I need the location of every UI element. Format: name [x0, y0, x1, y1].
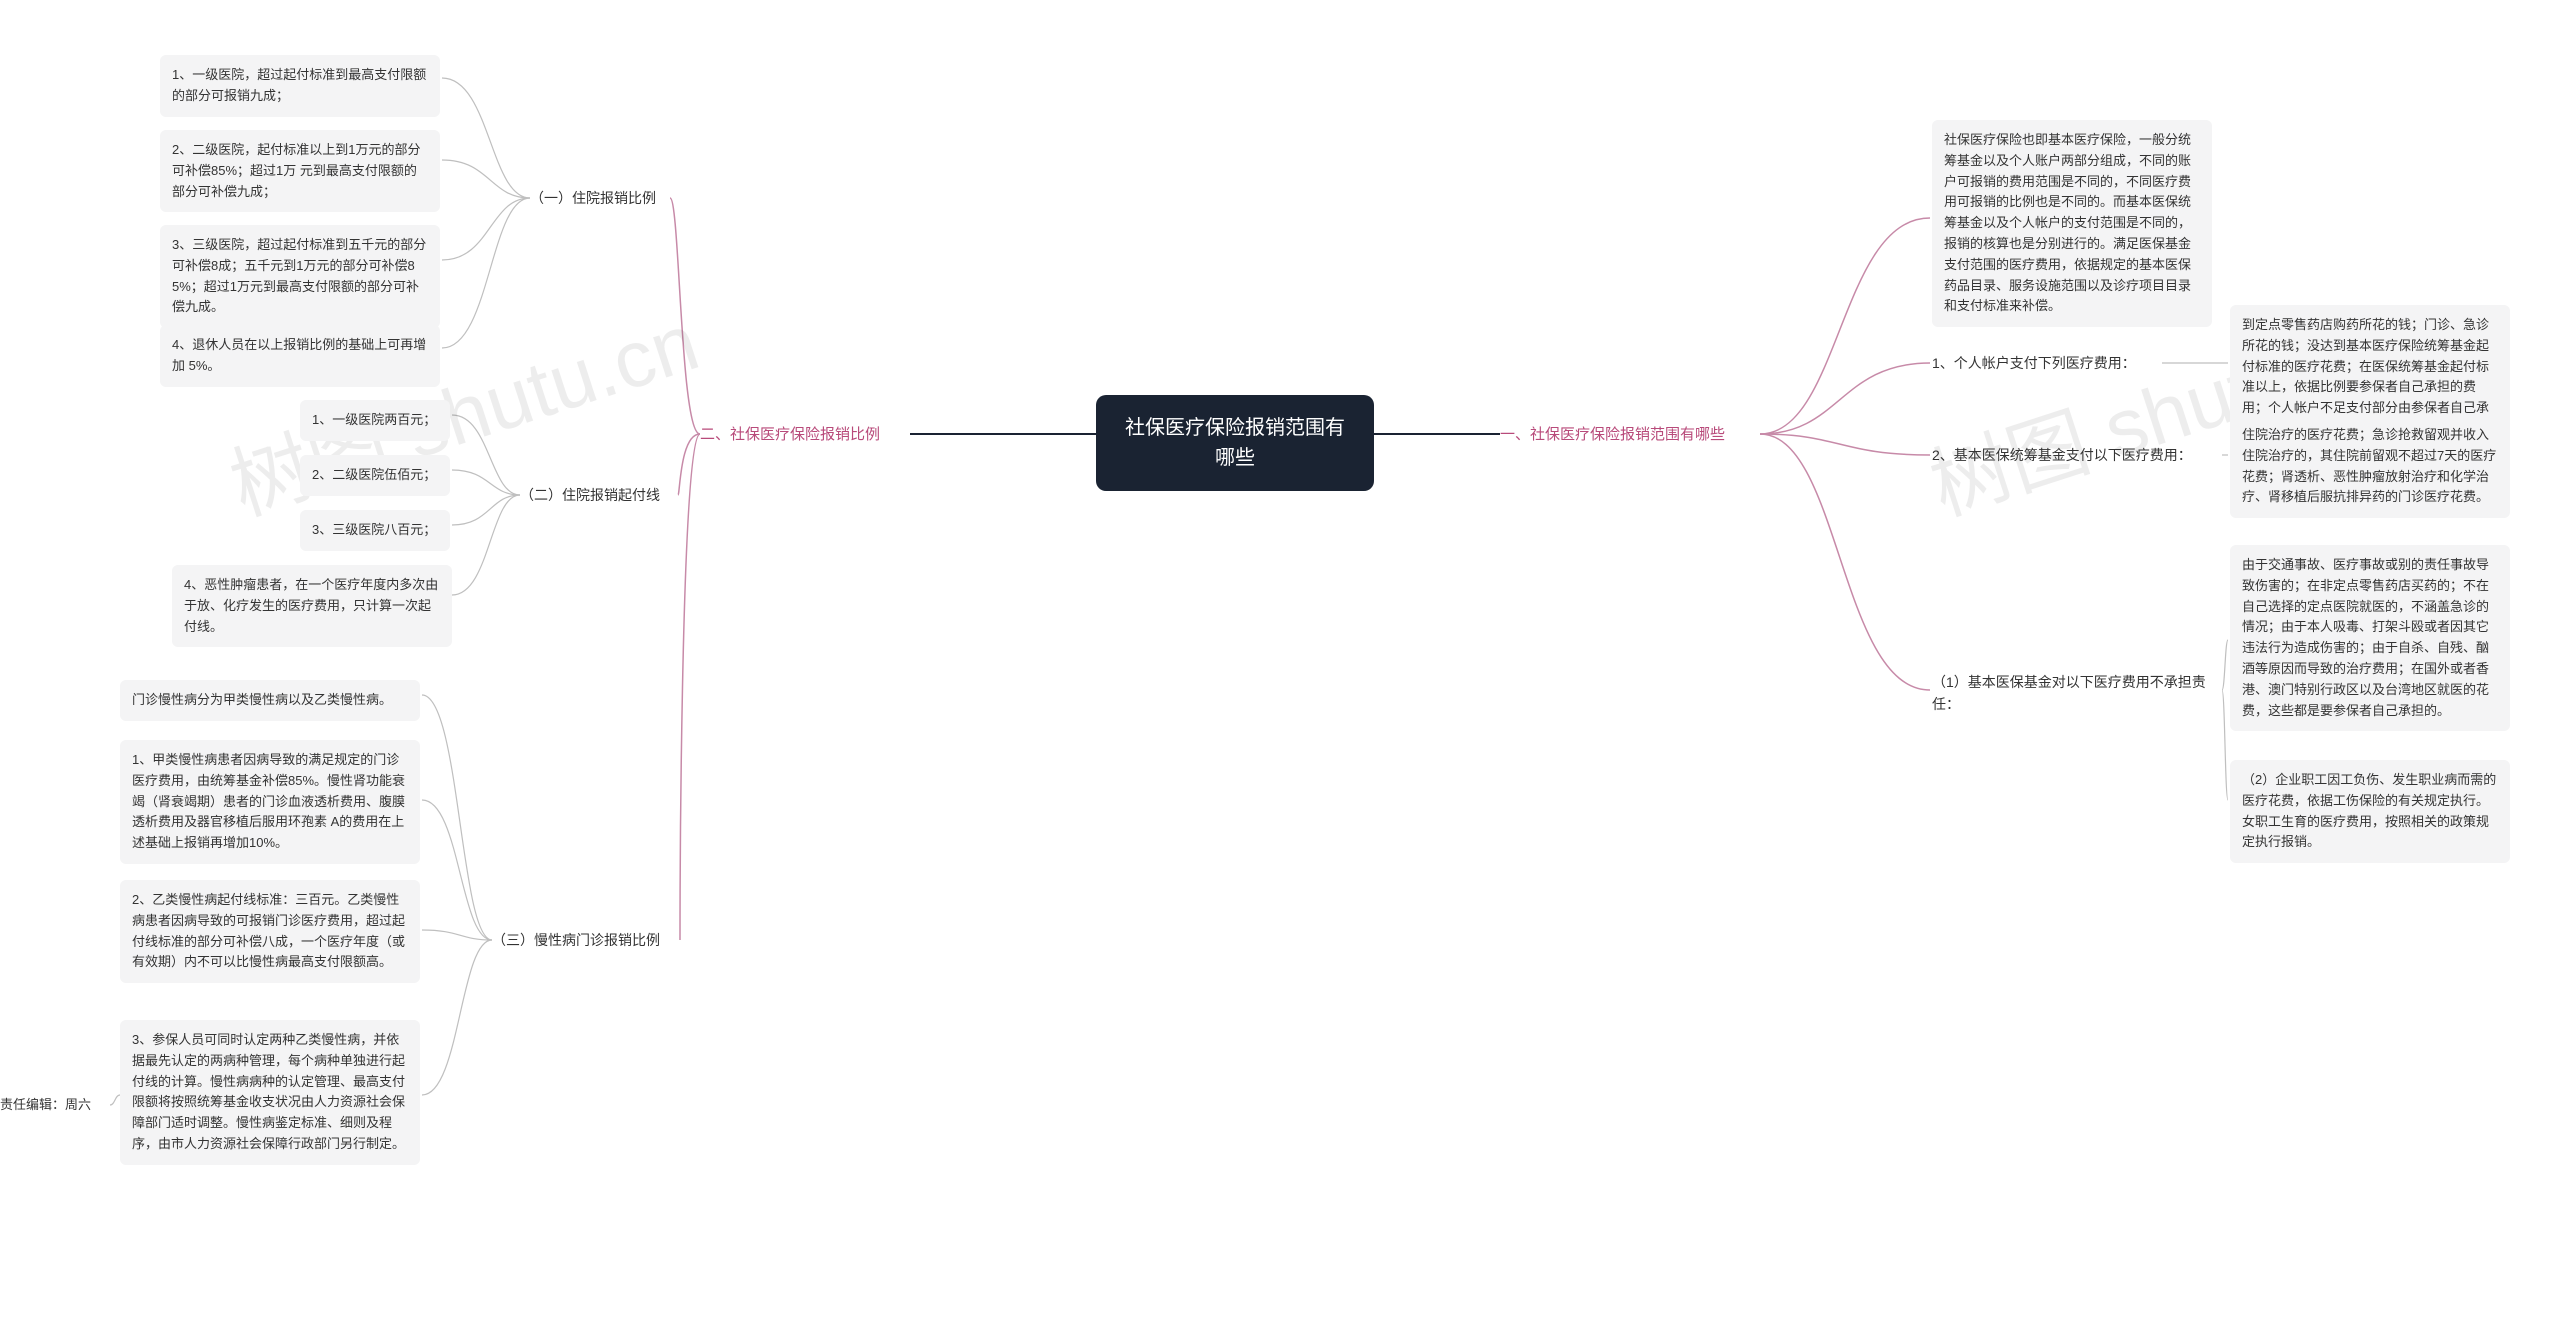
right-sub-0[interactable]: 1、个人帐户支付下列医疗费用： — [1932, 353, 2162, 375]
branch-right[interactable]: 一、社保医疗保险报销范围有哪些 — [1500, 423, 1760, 446]
left-sub-1-leaf-2[interactable]: 3、三级医院八百元； — [300, 510, 450, 551]
center-line1: 社保医疗保险报销范围有 — [1125, 417, 1345, 439]
left-sub-2-leaf-1[interactable]: 1、甲类慢性病患者因病导致的满足规定的门诊医疗费用，由统筹基金补偿85%。慢性肾… — [120, 740, 420, 864]
left-sub-1-leaf-0[interactable]: 1、一级医院两百元； — [300, 400, 450, 441]
center-line2: 哪些 — [1215, 447, 1255, 469]
left-sub-1[interactable]: （二）住院报销起付线 — [520, 485, 678, 507]
right-sub-1-leaf-0[interactable]: 住院治疗的医疗花费；急诊抢救留观并收入住院治疗的，其住院前留观不超过7天的医疗花… — [2230, 415, 2510, 518]
left-sub-2-leaf-3[interactable]: 3、参保人员可同时认定两种乙类慢性病，并依据最先认定的两病种管理，每个病种单独进… — [120, 1020, 420, 1165]
left-sub-0-leaf-0[interactable]: 1、一级医院，超过起付标准到最高支付限额的部分可报销九成； — [160, 55, 440, 117]
right-sub-2-leaf-1[interactable]: （2）企业职工因工负伤、发生职业病而需的医疗花费，依据工伤保险的有关规定执行。女… — [2230, 760, 2510, 863]
left-sub-0-leaf-2[interactable]: 3、三级医院，超过起付标准到五千元的部分可补偿8成；五千元到1万元的部分可补偿8… — [160, 225, 440, 328]
left-sub-0-leaf-1[interactable]: 2、二级医院，起付标准以上到1万元的部分可补偿85%；超过1万 元到最高支付限额… — [160, 130, 440, 212]
center-node[interactable]: 社保医疗保险报销范围有 哪些 — [1096, 395, 1374, 491]
left-sub-2-leaf-2[interactable]: 2、乙类慢性病起付线标准：三百元。乙类慢性病患者因病导致的可报销门诊医疗费用，超… — [120, 880, 420, 983]
left-sub-1-leaf-3[interactable]: 4、恶性肿瘤患者，在一个医疗年度内多次由于放、化疗发生的医疗费用，只计算一次起付… — [172, 565, 452, 647]
right-sub-2[interactable]: （1）基本医保基金对以下医疗费用不承担责任： — [1932, 672, 2222, 715]
left-sub-0-leaf-3[interactable]: 4、退休人员在以上报销比例的基础上可再增加 5%。 — [160, 325, 440, 387]
branch-left[interactable]: 二、社保医疗保险报销比例 — [700, 423, 910, 446]
left-sub-2-leaf-0[interactable]: 门诊慢性病分为甲类慢性病以及乙类慢性病。 — [120, 680, 420, 721]
right-intro-leaf-0[interactable]: 社保医疗保险也即基本医疗保险，一般分统筹基金以及个人账户两部分组成，不同的账户可… — [1932, 120, 2212, 327]
left-sub-1-leaf-1[interactable]: 2、二级医院伍佰元； — [300, 455, 450, 496]
right-sub-2-leaf-0[interactable]: 由于交通事故、医疗事故或别的责任事故导致伤害的；在非定点零售药店买药的；不在自己… — [2230, 545, 2510, 731]
left-sub-2[interactable]: （三）慢性病门诊报销比例 — [492, 930, 680, 952]
right-sub-1[interactable]: 2、基本医保统筹基金支付以下医疗费用： — [1932, 445, 2222, 467]
left-sub-0[interactable]: （一）住院报销比例 — [530, 188, 670, 210]
branch-left-label: 二、社保医疗保险报销比例 — [700, 426, 880, 443]
editor-note: 责任编辑：周六 — [0, 1095, 110, 1115]
editor-note-text: 责任编辑：周六 — [0, 1097, 91, 1112]
branch-right-label: 一、社保医疗保险报销范围有哪些 — [1500, 426, 1725, 443]
